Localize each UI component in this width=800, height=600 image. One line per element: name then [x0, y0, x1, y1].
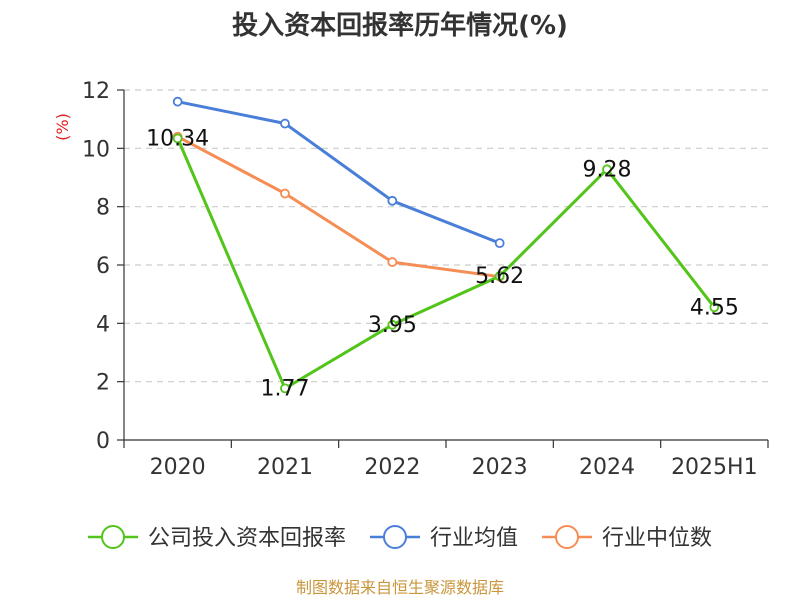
- x-tick-label: 2021: [257, 455, 313, 480]
- legend-label: 行业中位数: [602, 526, 712, 551]
- y-tick-label: 12: [82, 79, 110, 104]
- series-point: [709, 302, 720, 313]
- series-group: 10.34 1.77 3.95 5.62 9.28 4.55: [146, 96, 739, 401]
- y-tick-label: 0: [96, 429, 110, 454]
- series-point: [387, 257, 398, 267]
- legend-label: 公司投入资本回报率: [148, 526, 346, 551]
- legend-item: 行业中位数: [542, 525, 712, 551]
- legend-item: 行业均值: [370, 525, 518, 551]
- data-label: 3.95: [368, 313, 417, 338]
- legend-marker: [383, 525, 407, 549]
- x-tick-label: 2025H1: [671, 455, 758, 480]
- series-line: [177, 100, 501, 245]
- series-point: [172, 96, 183, 107]
- y-tick-label: 6: [96, 254, 110, 279]
- axes: 0 2 4 6 8 10 12 2020 2021 2022 2023 2024 2025H1: [82, 79, 769, 480]
- x-tick-label: 2020: [150, 455, 206, 480]
- source-note: 制图数据来自恒生聚源数据库: [296, 578, 504, 597]
- series-point: [280, 383, 290, 394]
- series-point: [602, 164, 612, 175]
- legend-item: 公司投入资本回报率: [88, 525, 346, 551]
- series-point: [387, 195, 398, 206]
- y-tick-label: 2: [96, 371, 110, 396]
- series-point: [494, 238, 505, 249]
- y-axis-unit: (%): [53, 113, 72, 141]
- legend-marker: [555, 525, 579, 549]
- grid-lines: [124, 89, 768, 383]
- series-point: [280, 118, 290, 129]
- x-tick-label: 2024: [579, 455, 635, 480]
- data-label: 9.28: [583, 157, 632, 182]
- data-label: 5.62: [475, 264, 524, 289]
- y-tick-label: 10: [82, 137, 110, 162]
- chart-title: 投入资本回报率历年情况(%): [232, 10, 568, 41]
- data-label: 10.34: [146, 126, 209, 151]
- x-tick-label: 2022: [364, 455, 420, 480]
- y-tick-label: 4: [96, 312, 110, 337]
- series-point: [280, 188, 290, 199]
- series-line: [176, 135, 500, 279]
- x-tick-label: 2023: [472, 455, 528, 480]
- data-label: 4.55: [690, 295, 739, 320]
- data-label: 1.77: [261, 376, 310, 401]
- series-point: [494, 271, 505, 281]
- series-point: [172, 133, 183, 144]
- series-line: [176, 137, 716, 390]
- series-point: [387, 319, 398, 330]
- y-tick-label: 8: [96, 196, 110, 221]
- legend-label: 行业均值: [430, 526, 518, 551]
- legend: 公司投入资本回报率 行业均值 行业中位数: [88, 525, 712, 551]
- legend-marker: [101, 525, 125, 549]
